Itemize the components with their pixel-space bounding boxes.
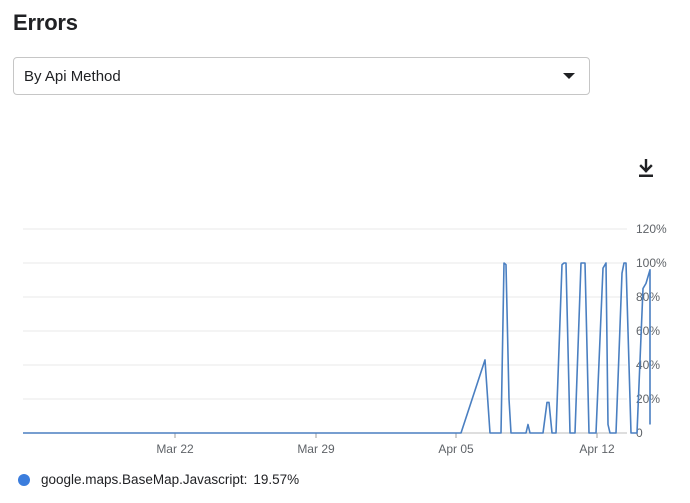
series-line bbox=[23, 262, 651, 434]
x-tick-label: Mar 29 bbox=[297, 442, 335, 456]
legend-series-marker bbox=[18, 473, 30, 486]
api-method-dropdown[interactable]: By Api Method bbox=[13, 57, 590, 95]
y-tick-label: 60% bbox=[636, 324, 660, 338]
y-tick-label: 40% bbox=[636, 358, 660, 372]
errors-line-chart: 0 20% 40% 60% 80% 100% 120% Mar 22 Mar 29 Apr 05… bbox=[23, 222, 667, 456]
series-layer bbox=[23, 262, 651, 434]
download-icon[interactable] bbox=[637, 159, 655, 179]
x-tick-label: Apr 05 bbox=[438, 442, 474, 456]
chart-legend: google.maps.BaseMap.Javascript: 19.57% bbox=[18, 472, 299, 487]
x-tick-label: Mar 22 bbox=[156, 442, 194, 456]
y-tick-label: 100% bbox=[636, 256, 667, 270]
page-title: Errors bbox=[13, 10, 78, 35]
y-tick-label: 20% bbox=[636, 392, 660, 406]
y-tick-label: 80% bbox=[636, 290, 660, 304]
x-axis: Mar 22 Mar 29 Apr 05 Apr 12 bbox=[156, 433, 615, 456]
x-tick-label: Apr 12 bbox=[579, 442, 615, 456]
legend-series-name: google.maps.BaseMap.Javascript: bbox=[41, 472, 248, 487]
chart-grid bbox=[23, 228, 627, 434]
y-tick-label: 0 bbox=[636, 426, 643, 440]
dropdown-selected-value: By Api Method bbox=[24, 67, 121, 85]
legend-series-value: 19.57% bbox=[253, 472, 300, 487]
chevron-down-icon bbox=[563, 73, 575, 79]
y-tick-label: 120% bbox=[636, 222, 667, 236]
